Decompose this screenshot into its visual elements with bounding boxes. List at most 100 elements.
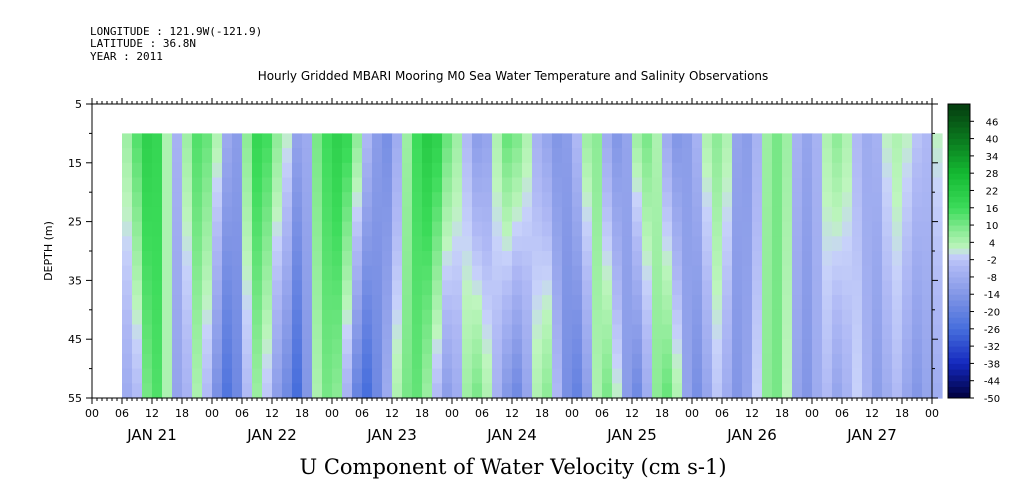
heatmap-cell <box>472 324 483 340</box>
heatmap-cell <box>472 162 483 179</box>
heatmap-cell <box>212 133 223 149</box>
heatmap-cell <box>362 324 373 340</box>
heatmap-cell <box>302 162 313 179</box>
heatmap-cell <box>412 192 423 208</box>
heatmap-cell <box>442 133 453 149</box>
heatmap-cell <box>812 353 823 370</box>
heatmap-cell <box>612 339 623 355</box>
heatmap-cell <box>362 206 373 223</box>
heatmap-cell <box>922 162 933 179</box>
heatmap-cell <box>702 339 713 355</box>
heatmap-cell <box>552 251 563 267</box>
heatmap-cell <box>582 133 593 149</box>
heatmap-cell <box>562 221 573 237</box>
heatmap-cell <box>632 236 643 252</box>
heatmap-cell <box>492 280 503 296</box>
heatmap-cell <box>512 236 523 252</box>
heatmap-cell <box>252 236 263 252</box>
heatmap-cell <box>482 353 493 370</box>
heatmap-cell <box>662 236 673 252</box>
heatmap-cell <box>862 324 873 340</box>
heatmap-cell <box>532 192 543 208</box>
heatmap-cell <box>922 133 933 149</box>
heatmap-cell <box>202 221 213 237</box>
heatmap-cell <box>762 353 773 370</box>
colorbar-swatch <box>948 346 970 353</box>
heatmap-cell <box>932 309 943 326</box>
heatmap-cell <box>362 280 373 296</box>
heatmap-cell <box>872 383 883 399</box>
heatmap-cell <box>452 177 463 193</box>
heatmap-cell <box>792 280 803 296</box>
heatmap-cell <box>852 206 863 223</box>
heatmap-cell <box>442 339 453 355</box>
heatmap-cell <box>142 148 153 164</box>
colorbar-swatch <box>948 115 970 122</box>
heatmap-cell <box>422 353 433 370</box>
heatmap-cell <box>862 383 873 399</box>
heatmap-cell <box>572 162 583 179</box>
heatmap-cell <box>142 192 153 208</box>
heatmap-cell <box>512 339 523 355</box>
heatmap-cell <box>762 265 773 281</box>
heatmap-cell <box>442 295 453 311</box>
heatmap-cell <box>622 221 633 237</box>
colorbar-swatch <box>948 340 970 347</box>
heatmap-cell <box>212 221 223 237</box>
heatmap-cell <box>712 280 723 296</box>
heatmap-cell <box>932 148 943 164</box>
heatmap-cell <box>242 236 253 252</box>
heatmap-cell <box>622 206 633 223</box>
heatmap-cell <box>512 353 523 370</box>
heatmap-cell <box>142 368 153 384</box>
colorbar-tick-label: -26 <box>984 325 1000 336</box>
heatmap-cell <box>812 309 823 326</box>
heatmap-cell <box>222 148 233 164</box>
heatmap-cell <box>722 206 733 223</box>
heatmap-cell <box>572 383 583 399</box>
heatmap-cell <box>382 295 393 311</box>
heatmap-cell <box>262 148 273 164</box>
heatmap-cell <box>332 177 343 193</box>
heatmap-cell <box>622 339 633 355</box>
heatmap-cell <box>532 368 543 384</box>
heatmap-cell <box>292 206 303 223</box>
heatmap-cell <box>252 251 263 267</box>
heatmap-cell <box>502 236 513 252</box>
heatmap-cell <box>192 309 203 326</box>
heatmap-cell <box>452 192 463 208</box>
heatmap-cell <box>502 368 513 384</box>
heatmap-cell <box>792 162 803 179</box>
heatmap-cell <box>162 148 173 164</box>
heatmap-cell <box>572 251 583 267</box>
heatmap-cell <box>582 295 593 311</box>
x-tick-label: 12 <box>505 407 519 420</box>
heatmap-cell <box>722 324 733 340</box>
heatmap-cell <box>142 324 153 340</box>
heatmap-cell <box>222 192 233 208</box>
heatmap-cell <box>602 177 613 193</box>
heatmap-cell <box>502 353 513 370</box>
heatmap-cell <box>762 236 773 252</box>
heatmap-cell <box>302 309 313 326</box>
heatmap-cell <box>242 251 253 267</box>
colorbar-swatch <box>948 374 970 382</box>
heatmap-cell <box>882 148 893 164</box>
heatmap-cell <box>242 265 253 281</box>
heatmap-cell <box>822 206 833 223</box>
heatmap-cell <box>222 162 233 179</box>
heatmap-cell <box>592 353 603 370</box>
colorbar-tick-label: 40 <box>986 135 999 146</box>
heatmap-cell <box>892 368 903 384</box>
chart-title: Hourly Gridded MBARI Mooring M0 Sea Wate… <box>258 69 769 83</box>
heatmap-cell <box>582 383 593 399</box>
heatmap-cell <box>892 295 903 311</box>
heatmap-cell <box>672 383 683 399</box>
heatmap-cell <box>302 383 313 399</box>
colorbar-swatch <box>948 380 970 387</box>
heatmap-cell <box>552 265 563 281</box>
heatmap-cell <box>402 295 413 311</box>
heatmap-cell <box>442 177 453 193</box>
heatmap-cell <box>452 251 463 267</box>
colorbar-swatch <box>948 190 970 197</box>
